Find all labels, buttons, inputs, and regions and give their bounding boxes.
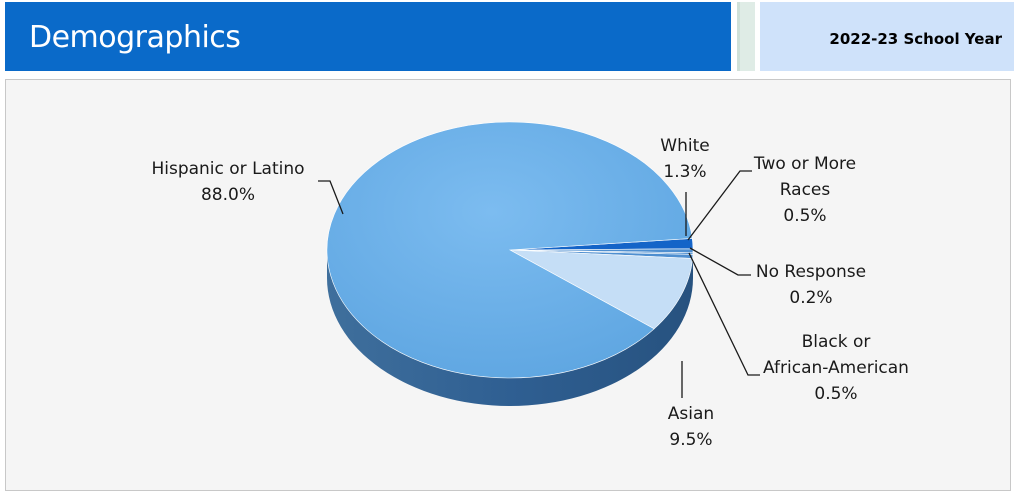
slice-label-line: Asian	[668, 404, 714, 424]
page-title: Demographics	[29, 20, 241, 55]
leader-line-two-or-more-races	[687, 170, 752, 241]
slice-label-line: 0.5%	[814, 384, 857, 404]
pie-slice-hispanic-or-latino	[326, 121, 693, 379]
slice-label-line: Hispanic or Latino	[151, 159, 304, 179]
slice-label-no-response: No Response 0.2%	[756, 262, 866, 308]
school-year-box: 2022-23 School Year	[760, 2, 1014, 71]
leader-line-no-response	[689, 247, 751, 276]
slice-label-line: 9.5%	[669, 430, 712, 450]
pie-leader-lines	[318, 170, 760, 398]
header-divider	[737, 2, 755, 71]
pie-side	[327, 250, 693, 406]
slice-label-hispanic-or-latino: Hispanic or Latino 88.0%	[151, 159, 304, 205]
slice-label-line: No Response	[756, 262, 866, 282]
slice-label-line: Black or	[802, 332, 871, 352]
slice-label-line: African-American	[763, 358, 909, 378]
slice-label-line: 0.2%	[789, 288, 832, 308]
slice-label-asian: Asian 9.5%	[668, 404, 714, 450]
header-divider-line	[737, 2, 740, 71]
slice-label-line: 1.3%	[663, 162, 706, 182]
school-year-label: 2022-23 School Year	[829, 30, 1002, 48]
leader-line-black-or-african-american	[688, 252, 760, 376]
slice-label-black-or-african-american: Black or African-American 0.5%	[763, 332, 909, 404]
header-bar: Demographics	[5, 2, 731, 71]
slice-label-line: White	[660, 136, 709, 156]
pie-slices	[326, 121, 694, 379]
slice-label-line: 0.5%	[783, 206, 826, 226]
slice-label-line: 88.0%	[201, 185, 255, 205]
leader-line-hispanic-or-latino	[318, 180, 344, 215]
slice-label-white: White 1.3%	[660, 136, 709, 182]
slice-label-line: Races	[780, 180, 831, 200]
pie-labels: White 1.3% Two or More Races 0.5% No Response…	[151, 136, 909, 450]
pie-rim	[327, 250, 693, 406]
slice-label-line: Two or More	[753, 154, 856, 174]
slice-label-two-or-more-races: Two or More Races 0.5%	[753, 154, 856, 226]
